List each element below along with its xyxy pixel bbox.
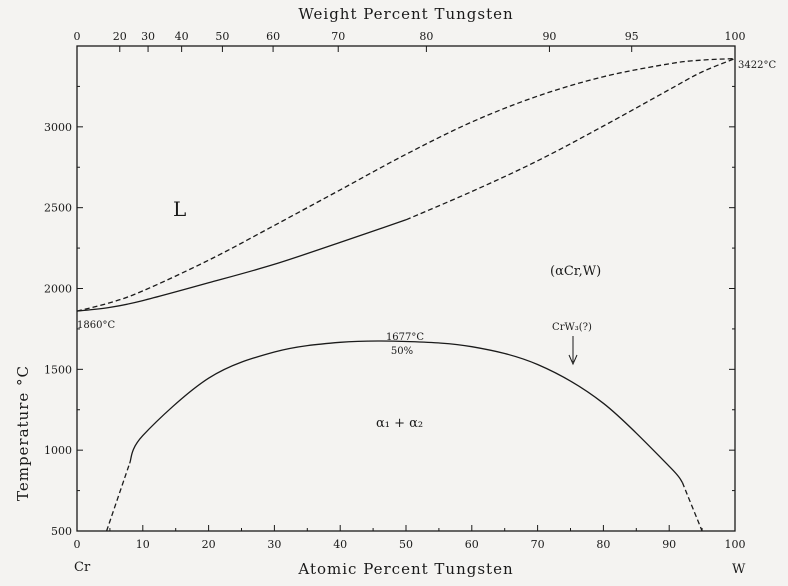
tick-labels: 0 10 20 30 40 50 60 70 80 90 1000 20 30 40 50 60 70 80 90 9… [44,30,746,551]
compound-arrow-head [568,354,578,366]
solid-solution-label: (αCr,W) [550,264,601,279]
phase-boundaries [76,57,736,532]
x-tick-label: 50 [399,538,413,551]
x-tick-label: 100 [725,538,746,551]
x-tick-label: 40 [333,538,347,551]
top-tick-label: 40 [175,30,189,43]
phase-boundary-1-solid [76,219,407,312]
x-tick-label: 30 [267,538,281,551]
top-tick-label: 100 [725,30,746,43]
compound-label: CrW₃(?) [552,322,592,333]
y-tick-label: 1000 [44,444,72,457]
phase-boundary-0-dashed [76,57,736,312]
top-tick-label: 20 [113,30,127,43]
plot-frame [76,45,736,532]
top-tick-label: 60 [266,30,280,43]
phase-boundary-2-dashed [681,482,703,532]
axis-ticks [76,46,736,532]
y-tick-label: 2500 [44,202,72,215]
critical-temperature-label: 1677°C [386,332,424,343]
x-tick-label: 10 [136,538,150,551]
top-axis-title: Weight Percent Tungsten [298,5,513,23]
y-tick-label: 500 [51,525,72,538]
phase-boundary-2-solid [128,340,683,483]
x-tick-label: 20 [202,538,216,551]
x-tick-label: 90 [662,538,676,551]
top-tick-label: 30 [141,30,155,43]
top-tick-label: 95 [625,30,639,43]
x-tick-label: 80 [596,538,610,551]
bottom-axis-title: Atomic Percent Tungsten [297,560,513,578]
x-tick-label: 0 [74,538,81,551]
top-tick-label: 90 [542,30,556,43]
tungsten-end-label: W [732,562,746,577]
cr-melting-point-label: 1860°C [77,320,115,331]
top-tick-label: 70 [331,30,345,43]
y-tick-label: 1500 [44,363,72,376]
x-tick-label: 60 [465,538,479,551]
phase-boundary-2-dashed [105,463,131,532]
y-axis-title: Temperature °C [14,365,32,501]
liquid-region-label: L [173,197,186,221]
top-tick-label: 0 [74,30,81,43]
x-tick-label: 70 [531,538,545,551]
top-tick-label: 50 [215,30,229,43]
chromium-end-label: Cr [74,560,91,575]
phase-boundary-1-dashed [405,57,736,221]
critical-composition-label: 50% [391,346,413,357]
top-tick-label: 80 [419,30,433,43]
miscibility-gap-label: α₁ + α₂ [376,416,423,431]
y-tick-label: 3000 [44,121,72,134]
w-melting-point-label: 3422°C [738,60,776,71]
y-tick-label: 2000 [44,283,72,296]
